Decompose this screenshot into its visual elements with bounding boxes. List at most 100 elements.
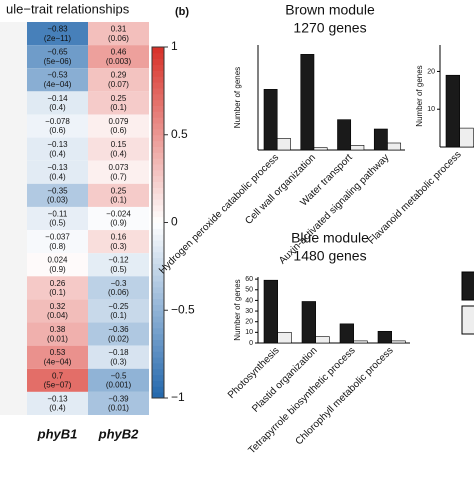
bar <box>276 138 291 151</box>
cell-value: 0.25 <box>111 186 127 195</box>
colorbar-step <box>152 181 164 188</box>
colorbar-step <box>152 257 164 264</box>
cell-value: −0.13 <box>47 394 68 403</box>
bar <box>300 54 315 151</box>
cell-value: −0.5 <box>111 371 127 380</box>
bar <box>377 330 392 344</box>
heatmap-cell <box>27 322 88 346</box>
chart-title: Brown module <box>285 2 375 18</box>
cell-p: (0.8) <box>49 242 66 251</box>
cell-value: 0.32 <box>50 302 66 311</box>
heatmap-cell <box>27 183 88 207</box>
bar <box>373 128 388 151</box>
cell-value: 0.25 <box>111 94 127 103</box>
colorbar-step <box>152 70 164 77</box>
cell-p: (0.5) <box>110 265 127 274</box>
colorbar-step <box>152 111 164 118</box>
heatmap-cell <box>88 230 149 254</box>
colorbar-step <box>152 158 164 165</box>
heatmap-cell <box>88 206 149 231</box>
chart-subtitle: 1270 genes <box>293 20 366 36</box>
colorbar-step <box>152 164 164 171</box>
heatmap-cell <box>27 345 88 369</box>
cell-value: 0.073 <box>108 163 129 172</box>
colorbar-step <box>152 146 164 153</box>
colorbar-step <box>152 392 164 399</box>
y-axis-label: Number of genes <box>415 65 424 126</box>
cell-p: (0.01) <box>47 334 68 343</box>
y-tick-label: 0 <box>249 340 253 347</box>
cell-value: 0.26 <box>50 279 66 288</box>
colorbar-step <box>152 362 164 370</box>
heatmap-cell <box>27 114 88 138</box>
colorbar-step <box>152 321 164 329</box>
y-axis-label: Number of genes <box>233 67 242 128</box>
colorbar-step <box>152 76 164 83</box>
y-tick-label: 20 <box>245 319 253 326</box>
cell-p: (0.1) <box>49 288 66 297</box>
cell-value: −0.18 <box>108 348 129 357</box>
cell-p: (0.6) <box>49 126 66 135</box>
column-label: phyB2 <box>98 426 140 441</box>
colorbar-label: 0.5 <box>171 127 188 141</box>
cell-value: −0.25 <box>108 302 129 311</box>
heatmap-cell <box>27 368 88 392</box>
colorbar-step <box>152 357 164 364</box>
heatmap-cell <box>27 276 88 300</box>
cell-p: (0.4) <box>49 404 66 413</box>
cell-p: (0.003) <box>106 57 132 66</box>
colorbar-label: −1 <box>171 390 185 404</box>
bar <box>315 336 330 344</box>
cell-value: −0.39 <box>108 394 129 403</box>
legend-swatch <box>461 271 474 301</box>
y-tick-label: 30 <box>245 308 253 315</box>
chart-subtitle: 1480 genes <box>293 248 366 264</box>
colorbar-step <box>152 105 164 112</box>
cell-value: −0.65 <box>47 48 68 57</box>
colorbar-step <box>152 199 164 206</box>
heatmap-cell <box>27 230 88 254</box>
colorbar-step <box>152 263 164 270</box>
colorbar-label: −0.5 <box>171 302 195 316</box>
chart-title: Blue module <box>291 230 369 246</box>
colorbar-step <box>152 345 164 352</box>
cell-value: 0.53 <box>50 348 66 357</box>
heatmap-cell <box>27 68 88 92</box>
colorbar-label: 1 <box>171 39 178 53</box>
cell-value: −0.36 <box>108 325 129 334</box>
colorbar-step <box>152 99 164 106</box>
cell-value: −0.83 <box>47 25 68 34</box>
colorbar-step <box>152 281 164 288</box>
bar <box>391 340 406 344</box>
colorbar-step <box>152 333 164 340</box>
cell-value: 0.7 <box>52 371 64 380</box>
cell-p: (0.1) <box>110 196 127 205</box>
cell-value: −0.35 <box>47 186 68 195</box>
bar <box>445 74 460 148</box>
colorbar-step <box>152 52 164 60</box>
cell-p: (0.4) <box>110 149 127 158</box>
cell-p: (0.06) <box>108 288 129 297</box>
bar <box>301 301 316 344</box>
colorbar-step <box>152 286 164 294</box>
bar <box>263 279 278 344</box>
colorbar-step <box>152 123 164 130</box>
cell-p: (4e−04) <box>44 80 72 89</box>
heatmap-cell <box>88 276 149 300</box>
colorbar-step <box>152 175 164 183</box>
colorbar-step <box>152 93 164 101</box>
y-tick-label: 10 <box>427 106 435 113</box>
cell-value: −0.14 <box>47 94 68 103</box>
colorbar-step <box>152 140 164 147</box>
colorbar-step <box>152 304 164 311</box>
colorbar-step <box>152 251 164 259</box>
cell-p: (0.03) <box>47 196 68 205</box>
heatmap-cell <box>88 368 149 392</box>
bar <box>350 145 365 151</box>
colorbar-step <box>152 351 164 358</box>
y-axis-label: Number of genes <box>233 279 242 340</box>
colorbar-step <box>152 187 164 194</box>
heatmap-cell <box>88 391 149 415</box>
x-tick-label: Plastid organization <box>250 345 319 414</box>
